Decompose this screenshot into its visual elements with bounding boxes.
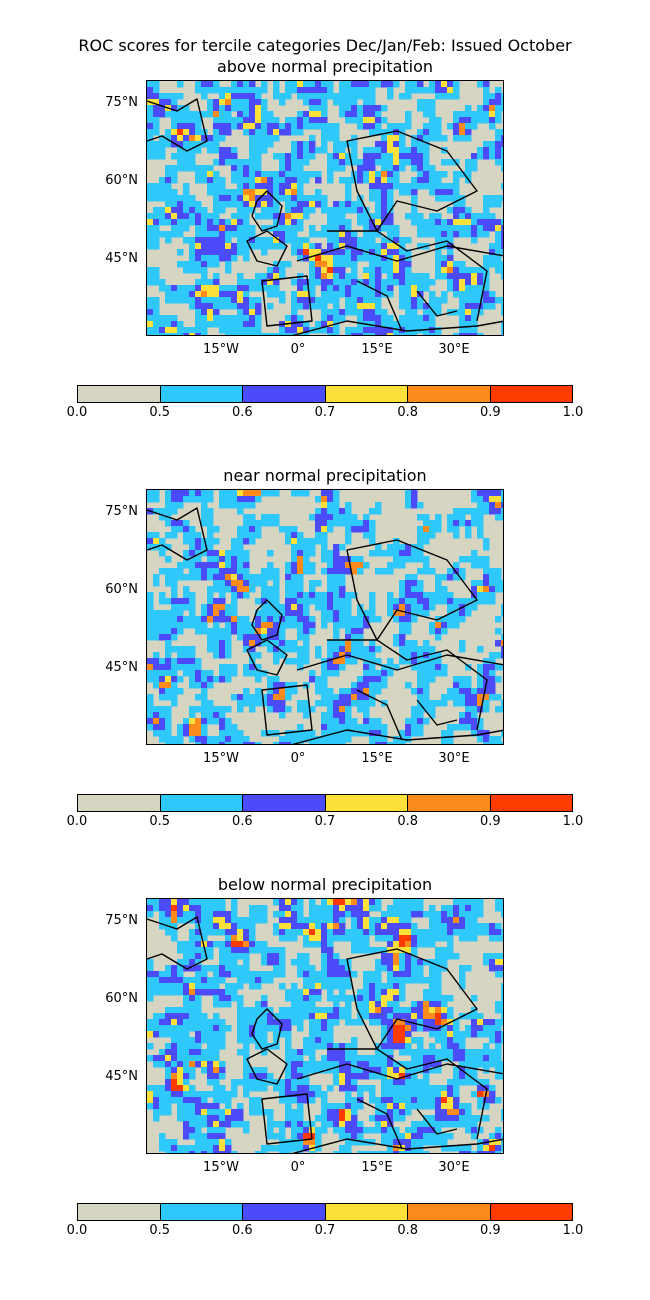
- lat-label-60n: 60°N: [105, 173, 138, 188]
- colorbar-tick-label: 0.9: [479, 405, 501, 420]
- colorbar-tick-label: 1.0: [562, 405, 584, 420]
- colorbar-segment: [408, 386, 491, 402]
- lat-label-60n: 60°N: [105, 582, 138, 597]
- colorbar-tick-label: 0.0: [66, 814, 88, 829]
- lon-label-0: 0°: [290, 342, 306, 357]
- colorbar-tick-label: 0.7: [314, 405, 336, 420]
- colorbar-tick-label: 0.0: [66, 1223, 88, 1238]
- lat-label-75n: 75°N: [105, 913, 138, 928]
- colorbar-segment: [325, 795, 408, 811]
- panel-title: below normal precipitation: [217, 875, 433, 894]
- colorbar-tick-label: 0.7: [314, 1223, 336, 1238]
- lon-label-15e: 15°E: [361, 342, 393, 357]
- lat-label-75n: 75°N: [105, 95, 138, 110]
- colorbar-segment: [325, 1204, 408, 1220]
- lon-label-15e: 15°E: [361, 1160, 393, 1175]
- colorbar-tick-label: 0.5: [149, 405, 170, 420]
- colorbar-tick-label: 0.8: [397, 1223, 418, 1238]
- colorbar-segment: [408, 1204, 491, 1220]
- roc-map-above: [146, 80, 504, 336]
- lon-label-15w: 15°W: [203, 751, 239, 766]
- colorbar-tick-label: 0.6: [231, 405, 253, 420]
- panel-title: above normal precipitation: [216, 57, 434, 76]
- colorbar-tick-label: 0.9: [479, 814, 501, 829]
- colorbar-segment: [325, 386, 408, 402]
- colorbar-tick-label: 0.7: [314, 814, 336, 829]
- colorbar-tick-label: 1.0: [562, 1223, 584, 1238]
- colorbar-tick-label: 0.8: [397, 405, 418, 420]
- lat-label-45n: 45°N: [105, 660, 138, 675]
- roc-map-below: [146, 898, 504, 1154]
- lon-label-15e: 15°E: [361, 751, 393, 766]
- figure-title: ROC scores for tercile categories Dec/Ja…: [78, 36, 572, 55]
- colorbar-segment: [78, 386, 161, 402]
- colorbar-tick-label: 0.9: [479, 1223, 501, 1238]
- colorbar-segment: [408, 795, 491, 811]
- colorbar-segment: [243, 795, 326, 811]
- colorbar-segment: [78, 795, 161, 811]
- colorbar-segment: [490, 1204, 572, 1220]
- lon-label-15w: 15°W: [203, 342, 239, 357]
- lat-label-75n: 75°N: [105, 504, 138, 519]
- lat-label-60n: 60°N: [105, 991, 138, 1006]
- lon-label-30e: 30°E: [438, 342, 470, 357]
- colorbar-segment: [490, 386, 572, 402]
- colorbar-segment: [160, 795, 243, 811]
- colorbar-segment: [78, 1204, 161, 1220]
- roc-map-near: [146, 489, 504, 745]
- colorbar-segment: [490, 795, 572, 811]
- colorbar: [77, 385, 573, 403]
- lon-label-0: 0°: [290, 1160, 306, 1175]
- colorbar: [77, 1203, 573, 1221]
- colorbar-tick-label: 0.0: [66, 405, 88, 420]
- colorbar-tick-label: 0.6: [231, 814, 253, 829]
- lon-label-15w: 15°W: [203, 1160, 239, 1175]
- lon-label-30e: 30°E: [438, 1160, 470, 1175]
- colorbar-tick-label: 1.0: [562, 814, 584, 829]
- colorbar-segment: [160, 1204, 243, 1220]
- lon-label-0: 0°: [290, 751, 306, 766]
- lat-label-45n: 45°N: [105, 251, 138, 266]
- panel-title: near normal precipitation: [223, 466, 427, 485]
- colorbar-segment: [243, 386, 326, 402]
- colorbar-tick-label: 0.5: [149, 814, 170, 829]
- colorbar-segment: [243, 1204, 326, 1220]
- colorbar-tick-label: 0.5: [149, 1223, 170, 1238]
- lon-label-30e: 30°E: [438, 751, 470, 766]
- colorbar-tick-label: 0.8: [397, 814, 418, 829]
- colorbar: [77, 794, 573, 812]
- colorbar-segment: [160, 386, 243, 402]
- lat-label-45n: 45°N: [105, 1069, 138, 1084]
- colorbar-tick-label: 0.6: [231, 1223, 253, 1238]
